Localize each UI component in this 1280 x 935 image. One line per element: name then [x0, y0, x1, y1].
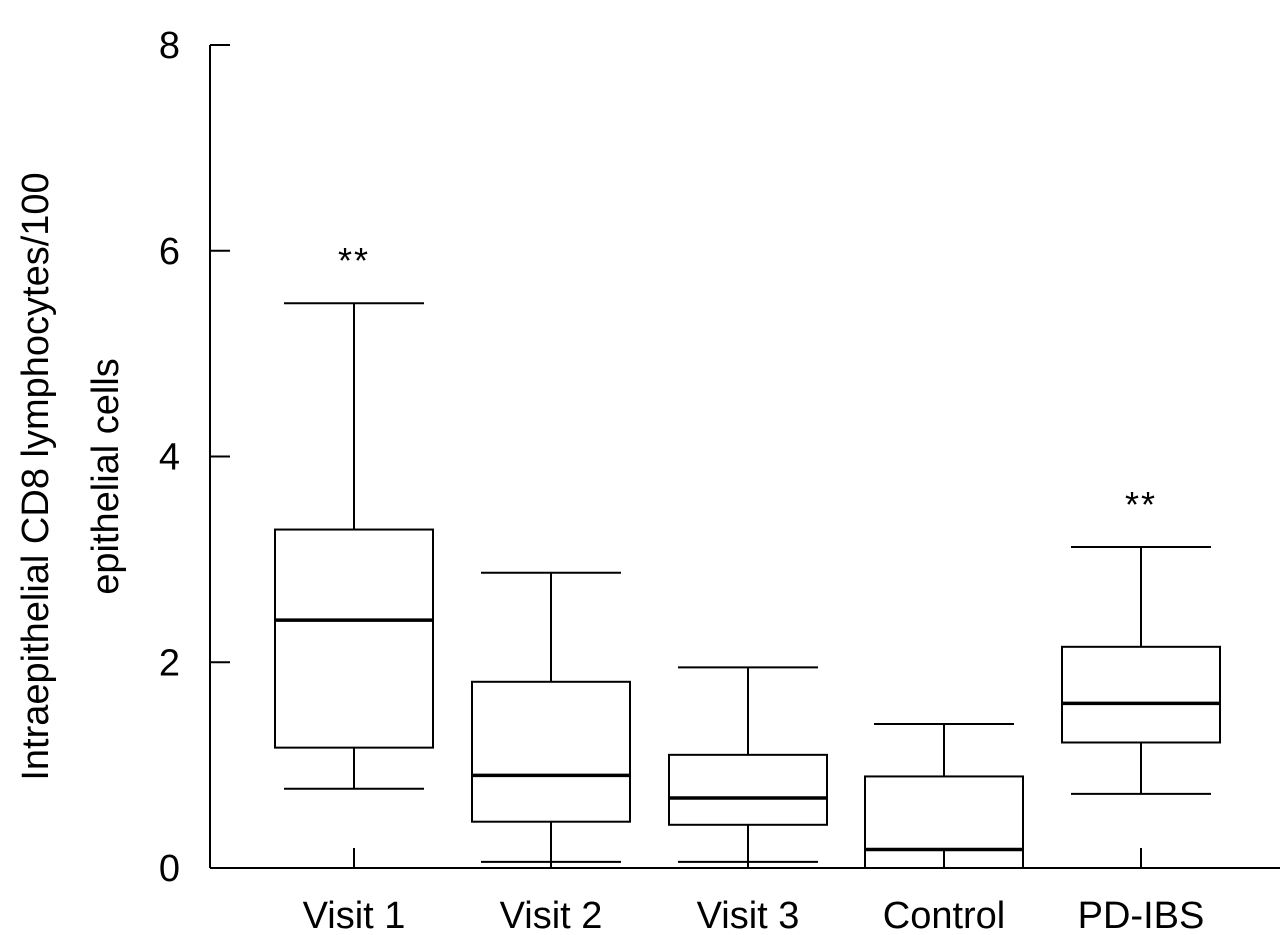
box-group: ** — [1061, 484, 1221, 868]
boxes: ** ** — [274, 240, 1221, 869]
y-axis-ticks: 0 2 4 6 8 — [159, 25, 230, 890]
y-axis-label-line: Intraepithelial CD8 lymphocytes/100 — [15, 172, 57, 780]
x-axis-labels: Visit 1 Visit 2 Visit 3 Control PD-IBS — [303, 895, 1205, 935]
box-group — [864, 722, 1024, 869]
y-tick-label: 4 — [159, 437, 180, 479]
box-group — [668, 666, 828, 868]
box-iqr — [471, 680, 631, 823]
box-iqr — [274, 528, 434, 749]
y-axis-label-line: epithelial cells — [85, 358, 127, 595]
x-category-label: Control — [883, 895, 1006, 935]
x-category-label: Visit 2 — [500, 895, 603, 935]
box-iqr — [668, 753, 828, 826]
y-tick-label: 8 — [159, 25, 180, 67]
y-tick-label: 6 — [159, 231, 180, 273]
x-category-label: PD-IBS — [1078, 895, 1205, 935]
significance-marker: ** — [1125, 484, 1157, 525]
significance-marker: ** — [338, 240, 370, 281]
box-iqr — [1061, 645, 1221, 744]
y-axis-label: Intraepithelial CD8 lymphocytes/100 epith… — [15, 172, 127, 780]
y-tick-label: 2 — [159, 642, 180, 684]
box-group — [471, 571, 631, 868]
box-group: ** — [274, 240, 434, 868]
x-category-label: Visit 1 — [303, 895, 406, 935]
y-tick-label: 0 — [159, 848, 180, 890]
x-category-label: Visit 3 — [697, 895, 800, 935]
